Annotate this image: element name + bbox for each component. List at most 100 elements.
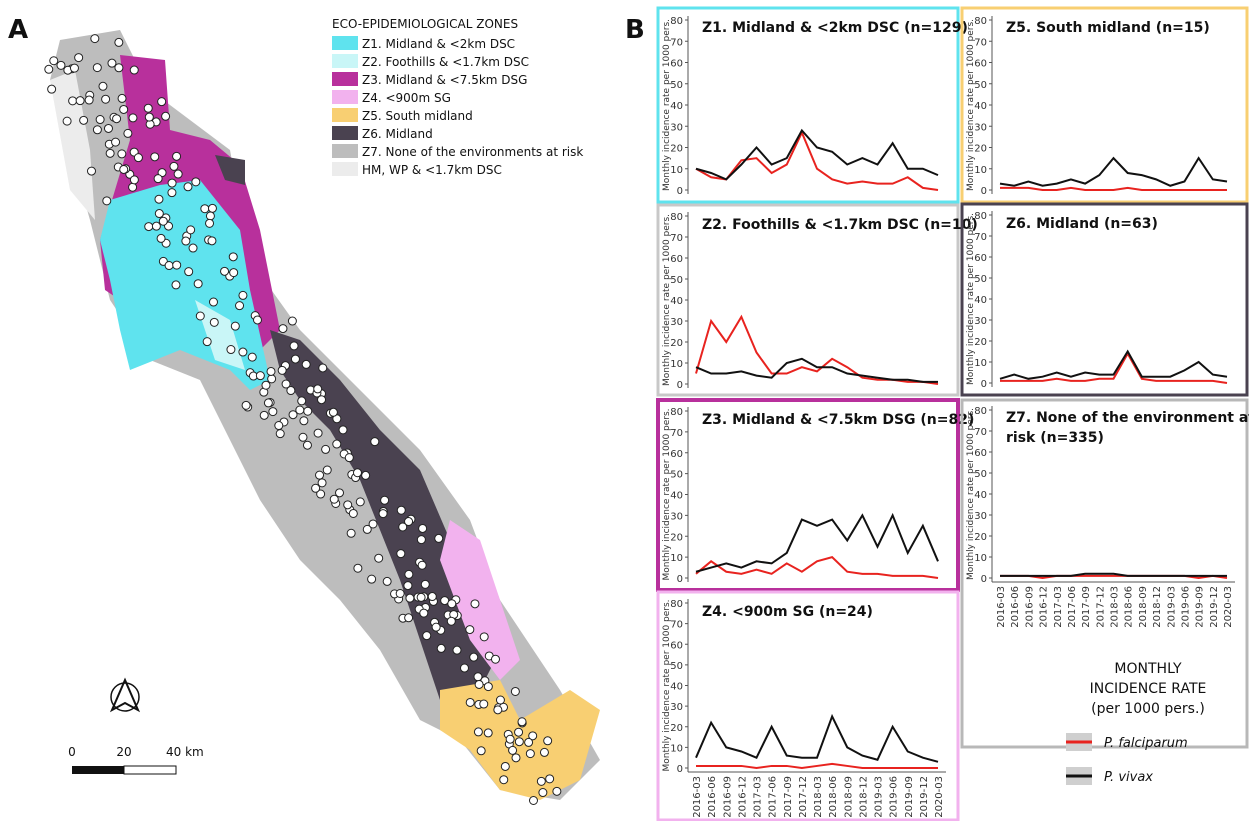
site-dot bbox=[483, 728, 493, 738]
y-tick-label: 50 bbox=[670, 470, 683, 481]
site-dot bbox=[117, 93, 127, 103]
site-dot bbox=[128, 182, 138, 192]
site-dot bbox=[474, 679, 484, 689]
site-dot bbox=[158, 216, 168, 226]
series-line bbox=[1000, 351, 1228, 384]
site-dot bbox=[205, 218, 215, 228]
y-tick-label: 70 bbox=[974, 427, 987, 438]
site-dot bbox=[114, 63, 124, 73]
site-dot bbox=[361, 470, 371, 480]
site-dot bbox=[230, 321, 240, 331]
site-dot bbox=[154, 194, 164, 204]
site-dot bbox=[228, 252, 238, 262]
site-dot bbox=[536, 776, 546, 786]
y-tick-label: 80 bbox=[974, 211, 987, 222]
y-tick-label: 30 bbox=[670, 702, 683, 713]
site-dot bbox=[274, 421, 284, 431]
site-dot bbox=[479, 699, 489, 709]
site-dot bbox=[191, 177, 201, 187]
site-dot bbox=[181, 236, 191, 246]
site-dot bbox=[157, 97, 167, 107]
y-tick-label: 40 bbox=[670, 101, 683, 112]
site-dot bbox=[169, 161, 179, 171]
site-dot bbox=[552, 786, 562, 796]
site-dot bbox=[539, 747, 549, 757]
chart-frame bbox=[960, 6, 1249, 204]
y-tick-label: 50 bbox=[974, 274, 987, 285]
series-line bbox=[695, 512, 939, 573]
site-dot bbox=[119, 104, 129, 114]
series-legend: MONTHLY INCIDENCE RATE (per 1000 pers.) P. … bbox=[1066, 661, 1206, 785]
site-dot bbox=[321, 444, 331, 454]
site-dot bbox=[112, 114, 122, 124]
site-dot bbox=[207, 236, 217, 246]
chart-frame bbox=[656, 6, 960, 204]
x-tick-label: 2018-03 bbox=[1110, 586, 1121, 628]
x-tick-label: 2020-03 bbox=[934, 776, 945, 818]
zone-z6-top bbox=[215, 155, 245, 185]
y-tick-label: 10 bbox=[670, 359, 683, 370]
site-dot bbox=[452, 645, 462, 655]
site-dot bbox=[465, 697, 475, 707]
x-tick-label: 2019-06 bbox=[889, 776, 900, 818]
legend-swatch bbox=[332, 162, 358, 176]
y-tick-label: 30 bbox=[670, 317, 683, 328]
site-dot bbox=[287, 316, 297, 326]
site-dot bbox=[297, 396, 307, 406]
site-dot bbox=[514, 737, 524, 747]
site-dot bbox=[417, 560, 427, 570]
y-tick-label: 30 bbox=[974, 122, 987, 133]
site-dot bbox=[298, 432, 308, 442]
site-dot bbox=[133, 153, 143, 163]
site-dot bbox=[172, 151, 182, 161]
y-tick-label: 20 bbox=[974, 337, 987, 348]
x-tick-label: 2018-09 bbox=[1138, 586, 1149, 628]
y-tick-label: 60 bbox=[670, 640, 683, 651]
site-dot bbox=[367, 574, 377, 584]
scale-label: 20 bbox=[116, 745, 131, 759]
site-dot bbox=[156, 233, 166, 243]
site-dot bbox=[311, 483, 321, 493]
site-dot bbox=[153, 174, 163, 184]
site-dot bbox=[495, 695, 505, 705]
x-tick-label: 2019-03 bbox=[1166, 586, 1177, 628]
y-tick-label: 0 bbox=[981, 186, 987, 197]
y-tick-label: 10 bbox=[974, 358, 987, 369]
site-dot bbox=[353, 563, 363, 573]
site-dot bbox=[332, 439, 342, 449]
site-dot bbox=[98, 81, 108, 91]
y-tick-label: 80 bbox=[974, 16, 987, 27]
x-tick-label: 2016-06 bbox=[707, 776, 718, 818]
y-tick-label: 40 bbox=[670, 296, 683, 307]
site-dot bbox=[102, 196, 112, 206]
site-dot bbox=[195, 311, 205, 321]
site-dot bbox=[315, 470, 325, 480]
site-dot bbox=[44, 64, 54, 74]
legend-label: Z7. None of the environments at risk bbox=[362, 145, 583, 159]
site-dot bbox=[316, 489, 326, 499]
x-tick-label: 2019-09 bbox=[1195, 586, 1206, 628]
site-dot bbox=[87, 166, 97, 176]
x-tick-label: 2017-09 bbox=[783, 776, 794, 818]
site-dot bbox=[154, 209, 164, 219]
series-line bbox=[1000, 186, 1227, 191]
series-line bbox=[695, 713, 939, 763]
series-line bbox=[695, 130, 939, 191]
site-dot bbox=[161, 111, 171, 121]
site-dot bbox=[281, 379, 291, 389]
site-dot bbox=[510, 686, 520, 696]
site-dot bbox=[288, 410, 298, 420]
legend-swatch bbox=[332, 36, 358, 50]
y-tick-label: 60 bbox=[974, 59, 987, 70]
y-axis-label: Monthly incidence rate per 1000 pers. bbox=[662, 408, 672, 580]
y-tick-label: 0 bbox=[677, 574, 683, 585]
site-dot bbox=[119, 164, 129, 174]
site-dot bbox=[207, 203, 217, 213]
site-dot bbox=[68, 96, 78, 106]
site-dot bbox=[226, 345, 236, 355]
scale-label: 40 km bbox=[166, 745, 204, 759]
y-tick-label: 50 bbox=[670, 80, 683, 91]
series-line bbox=[999, 156, 1228, 187]
legend-swatch bbox=[332, 72, 358, 86]
y-axis-label: Monthly incidence rate per 1000 pers. bbox=[662, 599, 672, 771]
